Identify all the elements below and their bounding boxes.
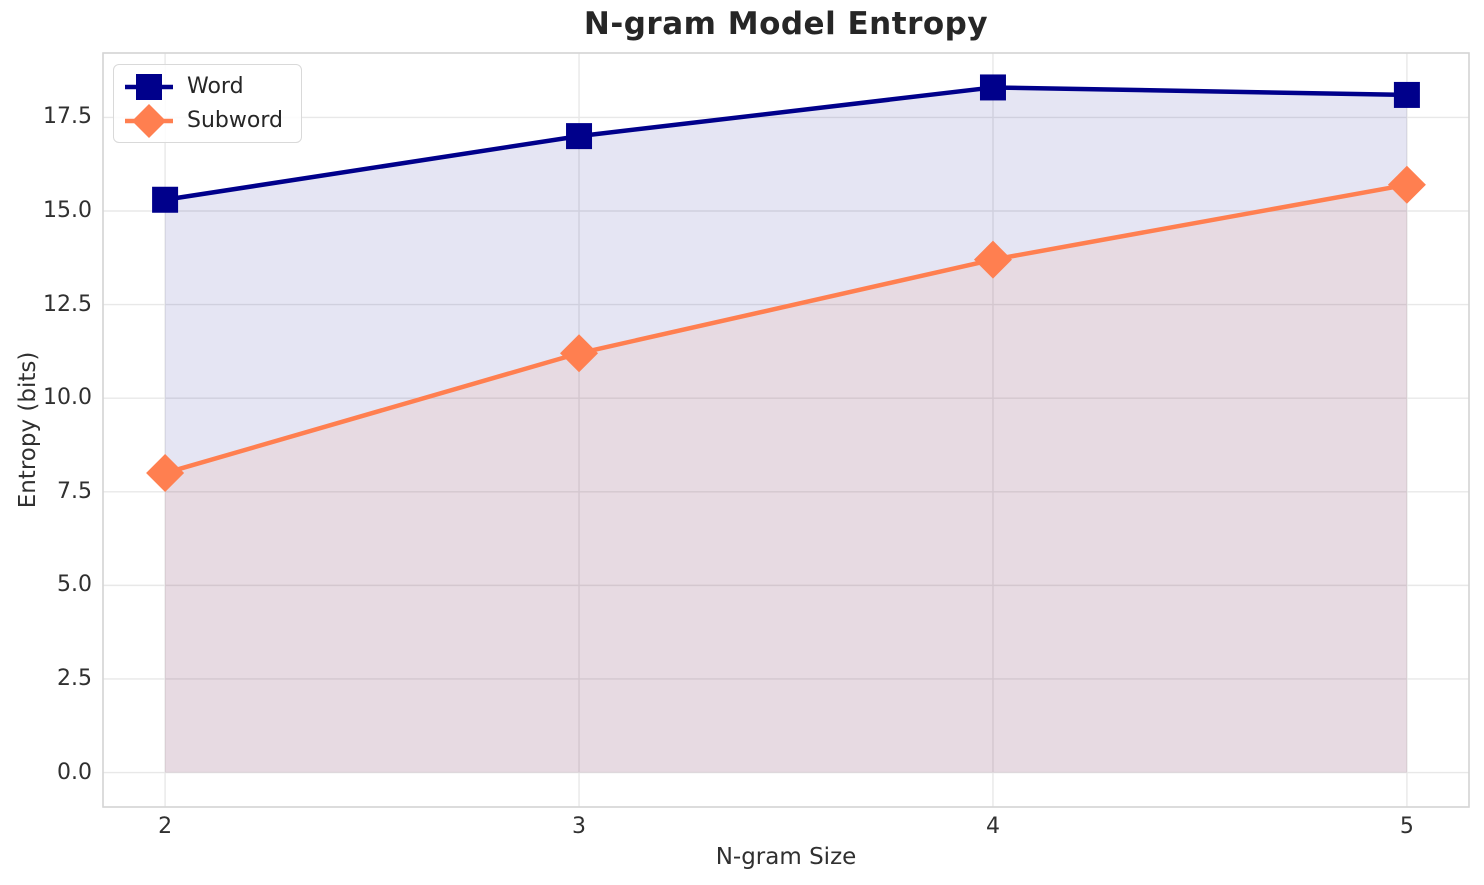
legend-label-subword: Subword <box>187 108 283 133</box>
subword-line-diamond-marker-icon <box>125 103 173 138</box>
x-tick-label: 4 <box>985 814 1000 839</box>
subword-area-fill <box>165 184 1407 773</box>
y-tick-label: 0.0 <box>57 759 92 785</box>
chart-title: N-gram Model Entropy <box>583 6 989 42</box>
legend-diamond-marker <box>132 103 166 138</box>
area-fills <box>165 87 1407 773</box>
legend-item-word: Word <box>123 70 283 103</box>
x-tick-label: 3 <box>572 814 587 839</box>
series-markers <box>146 74 1426 493</box>
x-tick-label: 2 <box>158 814 173 839</box>
word-line-square-marker-icon <box>125 73 173 100</box>
plot-border <box>102 52 1470 808</box>
y-tick-label: 7.5 <box>57 478 92 504</box>
subword-marker <box>1387 165 1426 204</box>
legend-square-marker <box>136 73 162 100</box>
subword-marker <box>146 454 185 493</box>
x-axis-label: N-gram Size <box>715 844 857 870</box>
y-tick-label: 5.0 <box>57 572 92 598</box>
subword-marker <box>973 240 1012 279</box>
y-tick-label: 15.0 <box>43 197 92 223</box>
word-marker <box>979 74 1006 101</box>
grid <box>103 53 1469 807</box>
y-tick-label: 12.5 <box>43 291 92 317</box>
word-area-fill <box>165 87 1407 773</box>
x-tick-label: 5 <box>1399 814 1414 839</box>
subword-marker <box>560 334 599 373</box>
y-tick-label: 17.5 <box>43 104 92 130</box>
legend: Word Subword <box>113 64 302 143</box>
series-lines <box>164 85 1408 476</box>
y-tick-label: 10.0 <box>43 385 92 411</box>
word-line <box>164 85 1407 202</box>
subword-line <box>164 182 1408 476</box>
legend-item-subword: Subword <box>123 103 283 138</box>
word-marker <box>566 123 593 150</box>
word-marker <box>152 186 179 213</box>
y-tick-label: 2.5 <box>57 665 92 691</box>
word-marker <box>1393 81 1420 108</box>
legend-label-word: Word <box>187 74 244 99</box>
